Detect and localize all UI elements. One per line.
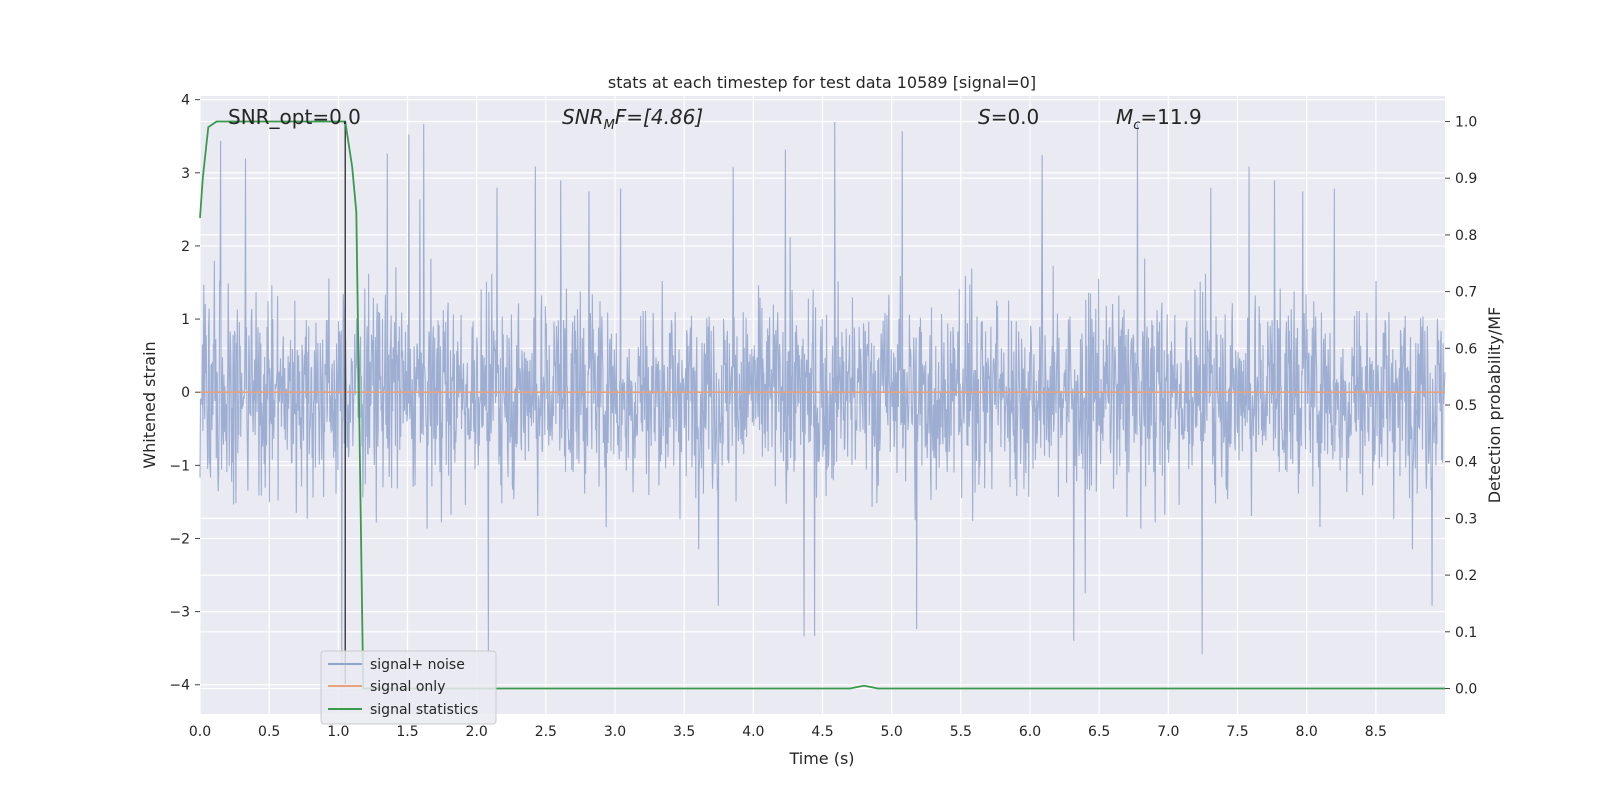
chart-title: stats at each timestep for test data 105… (608, 73, 1036, 92)
x-tick-label: 5.0 (881, 724, 903, 740)
series-signal-noise-line (199, 121, 1446, 667)
x-tick-label: 0.5 (258, 724, 280, 740)
y-tick-label: −2 (169, 531, 190, 547)
y2-tick-label: 0.9 (1455, 171, 1477, 187)
y-tick-label: 0 (181, 385, 190, 401)
y2-tick-label: 0.7 (1455, 285, 1477, 301)
y-tick-label: 3 (181, 166, 190, 182)
x-tick-label: 4.5 (811, 724, 833, 740)
y-tick-label: −1 (169, 458, 190, 474)
annotation-row: SNR_opt=0.0 SNRMF=[4.86] S=0.0 Mc=11.9 (228, 105, 1202, 133)
annotation-snr-mf-main: SNR (562, 105, 604, 129)
x-tick-label: 2.0 (466, 724, 488, 740)
y-tick-label: 4 (181, 93, 190, 109)
annotation-snr-mf: SNRMF=[4.86] (562, 105, 703, 133)
legend-box (320, 650, 497, 725)
x-tick-label: 0.0 (189, 724, 211, 740)
annotation-s-main: S (978, 105, 991, 129)
y-tick-label: −3 (169, 605, 190, 621)
annotation-s: S=0.0 (978, 105, 1039, 129)
x-tick-label: 3.0 (604, 724, 626, 740)
legend: signal+ noise signal only signal statist… (320, 650, 497, 725)
y2-tick-label: 0.4 (1455, 455, 1477, 471)
x-tick-label: 3.5 (673, 724, 695, 740)
annotation-snr-opt: SNR_opt=0.0 (228, 105, 361, 129)
y2-tick-label: 0.3 (1455, 511, 1477, 527)
annotation-mc-rest: =11.9 (1140, 105, 1201, 129)
y2-tick-label: 0.6 (1455, 341, 1477, 357)
x-axis-ticks: 0.0 0.5 1.0 1.5 2.0 2.5 3.0 3.5 4.0 4.5 5.0 5.5 6.0 6… (189, 724, 1387, 740)
y2-axis-label: Detection probability/MF (1485, 307, 1504, 504)
y-tick-label: −4 (169, 678, 190, 694)
y-axis-ticks: 4 3 2 1 0 −1 −2 −3 −4 (169, 93, 200, 694)
y-axis-label: Whitened strain (140, 341, 159, 468)
annotation-mc-main: M (1116, 105, 1133, 129)
y2-tick-label: 0.2 (1455, 568, 1477, 584)
annotation-mc: Mc=11.9 (1116, 105, 1202, 133)
x-tick-label: 8.0 (1296, 724, 1318, 740)
signal-noise-series (199, 121, 1446, 667)
annotation-snr-mf-rest: F=[4.86] (615, 105, 703, 129)
y2-tick-label: 0.8 (1455, 228, 1477, 244)
annotation-mc-sub: c (1133, 118, 1140, 133)
y-tick-label: 2 (181, 239, 190, 255)
y2-tick-label: 0.0 (1455, 681, 1477, 697)
x-tick-label: 7.5 (1226, 724, 1248, 740)
annotation-snr-mf-sub: M (604, 118, 615, 133)
x-tick-label: 7.0 (1157, 724, 1179, 740)
legend-label-signal-noise: signal+ noise (370, 657, 465, 673)
x-tick-label: 6.5 (1088, 724, 1110, 740)
x-tick-label: 8.5 (1365, 724, 1387, 740)
legend-label-signal-statistics: signal statistics (370, 702, 478, 718)
annotation-s-rest: =0.0 (991, 105, 1040, 129)
x-tick-label: 2.5 (535, 724, 557, 740)
x-tick-label: 1.5 (396, 724, 418, 740)
y2-tick-label: 1.0 (1455, 115, 1477, 131)
legend-label-signal-only: signal only (370, 679, 445, 695)
y2-axis-ticks: 1.0 0.9 0.8 0.7 0.6 0.5 0.4 0.3 0.2 0.1 0.0 (1445, 115, 1477, 697)
x-tick-label: 6.0 (1019, 724, 1041, 740)
y2-tick-label: 0.5 (1455, 398, 1477, 414)
x-tick-label: 5.5 (950, 724, 972, 740)
y2-tick-label: 0.1 (1455, 625, 1477, 641)
x-tick-label: 4.0 (742, 724, 764, 740)
x-axis-label: Time (s) (788, 749, 854, 768)
y-tick-label: 1 (181, 312, 190, 328)
x-tick-label: 1.0 (327, 724, 349, 740)
